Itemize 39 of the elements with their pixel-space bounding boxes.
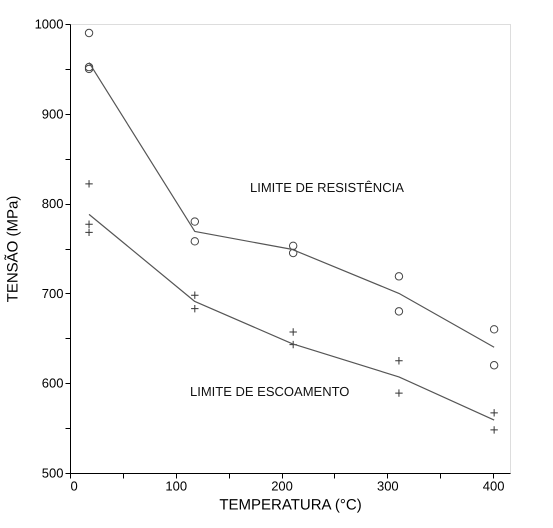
y-tick-label: 600 xyxy=(42,376,64,391)
line-series xyxy=(88,214,495,421)
point xyxy=(84,28,94,38)
y-axis-title: TENSÃO (MPa) xyxy=(4,196,22,302)
point xyxy=(288,242,298,250)
x-tick-label: 200 xyxy=(271,478,293,494)
point xyxy=(394,272,404,281)
y-tick-label: 900 xyxy=(42,106,64,122)
x-tick-label: 300 xyxy=(376,478,399,494)
point xyxy=(190,304,200,313)
y-tick-label: 800 xyxy=(42,196,64,212)
y-tick-label: 700 xyxy=(42,286,64,301)
point xyxy=(394,307,404,316)
x-tick-label: 0 xyxy=(70,478,78,494)
point xyxy=(190,237,200,246)
point xyxy=(394,356,404,365)
point xyxy=(84,180,94,188)
line-series xyxy=(88,62,495,348)
point xyxy=(288,248,298,258)
x-tick-label: 400 xyxy=(482,478,504,494)
point xyxy=(84,220,94,228)
x-tick-label: 100 xyxy=(165,478,188,494)
point xyxy=(190,217,200,226)
x-axis-title: TEMPERATURA (°C) xyxy=(219,496,362,514)
annotation: LIMITE DE ESCOAMENTO xyxy=(190,384,350,399)
annotation: LIMITE DE RESISTÊNCIA xyxy=(250,180,404,195)
point xyxy=(190,290,200,300)
y-tick-label: 500 xyxy=(42,466,64,480)
point xyxy=(84,228,94,237)
point xyxy=(84,64,94,74)
point xyxy=(490,408,498,418)
point xyxy=(490,361,498,370)
point xyxy=(288,340,298,349)
point xyxy=(490,325,498,334)
point xyxy=(288,328,298,336)
point xyxy=(84,62,94,72)
point xyxy=(490,426,498,434)
y-tick-label: 1000 xyxy=(34,16,64,32)
point xyxy=(394,388,404,398)
